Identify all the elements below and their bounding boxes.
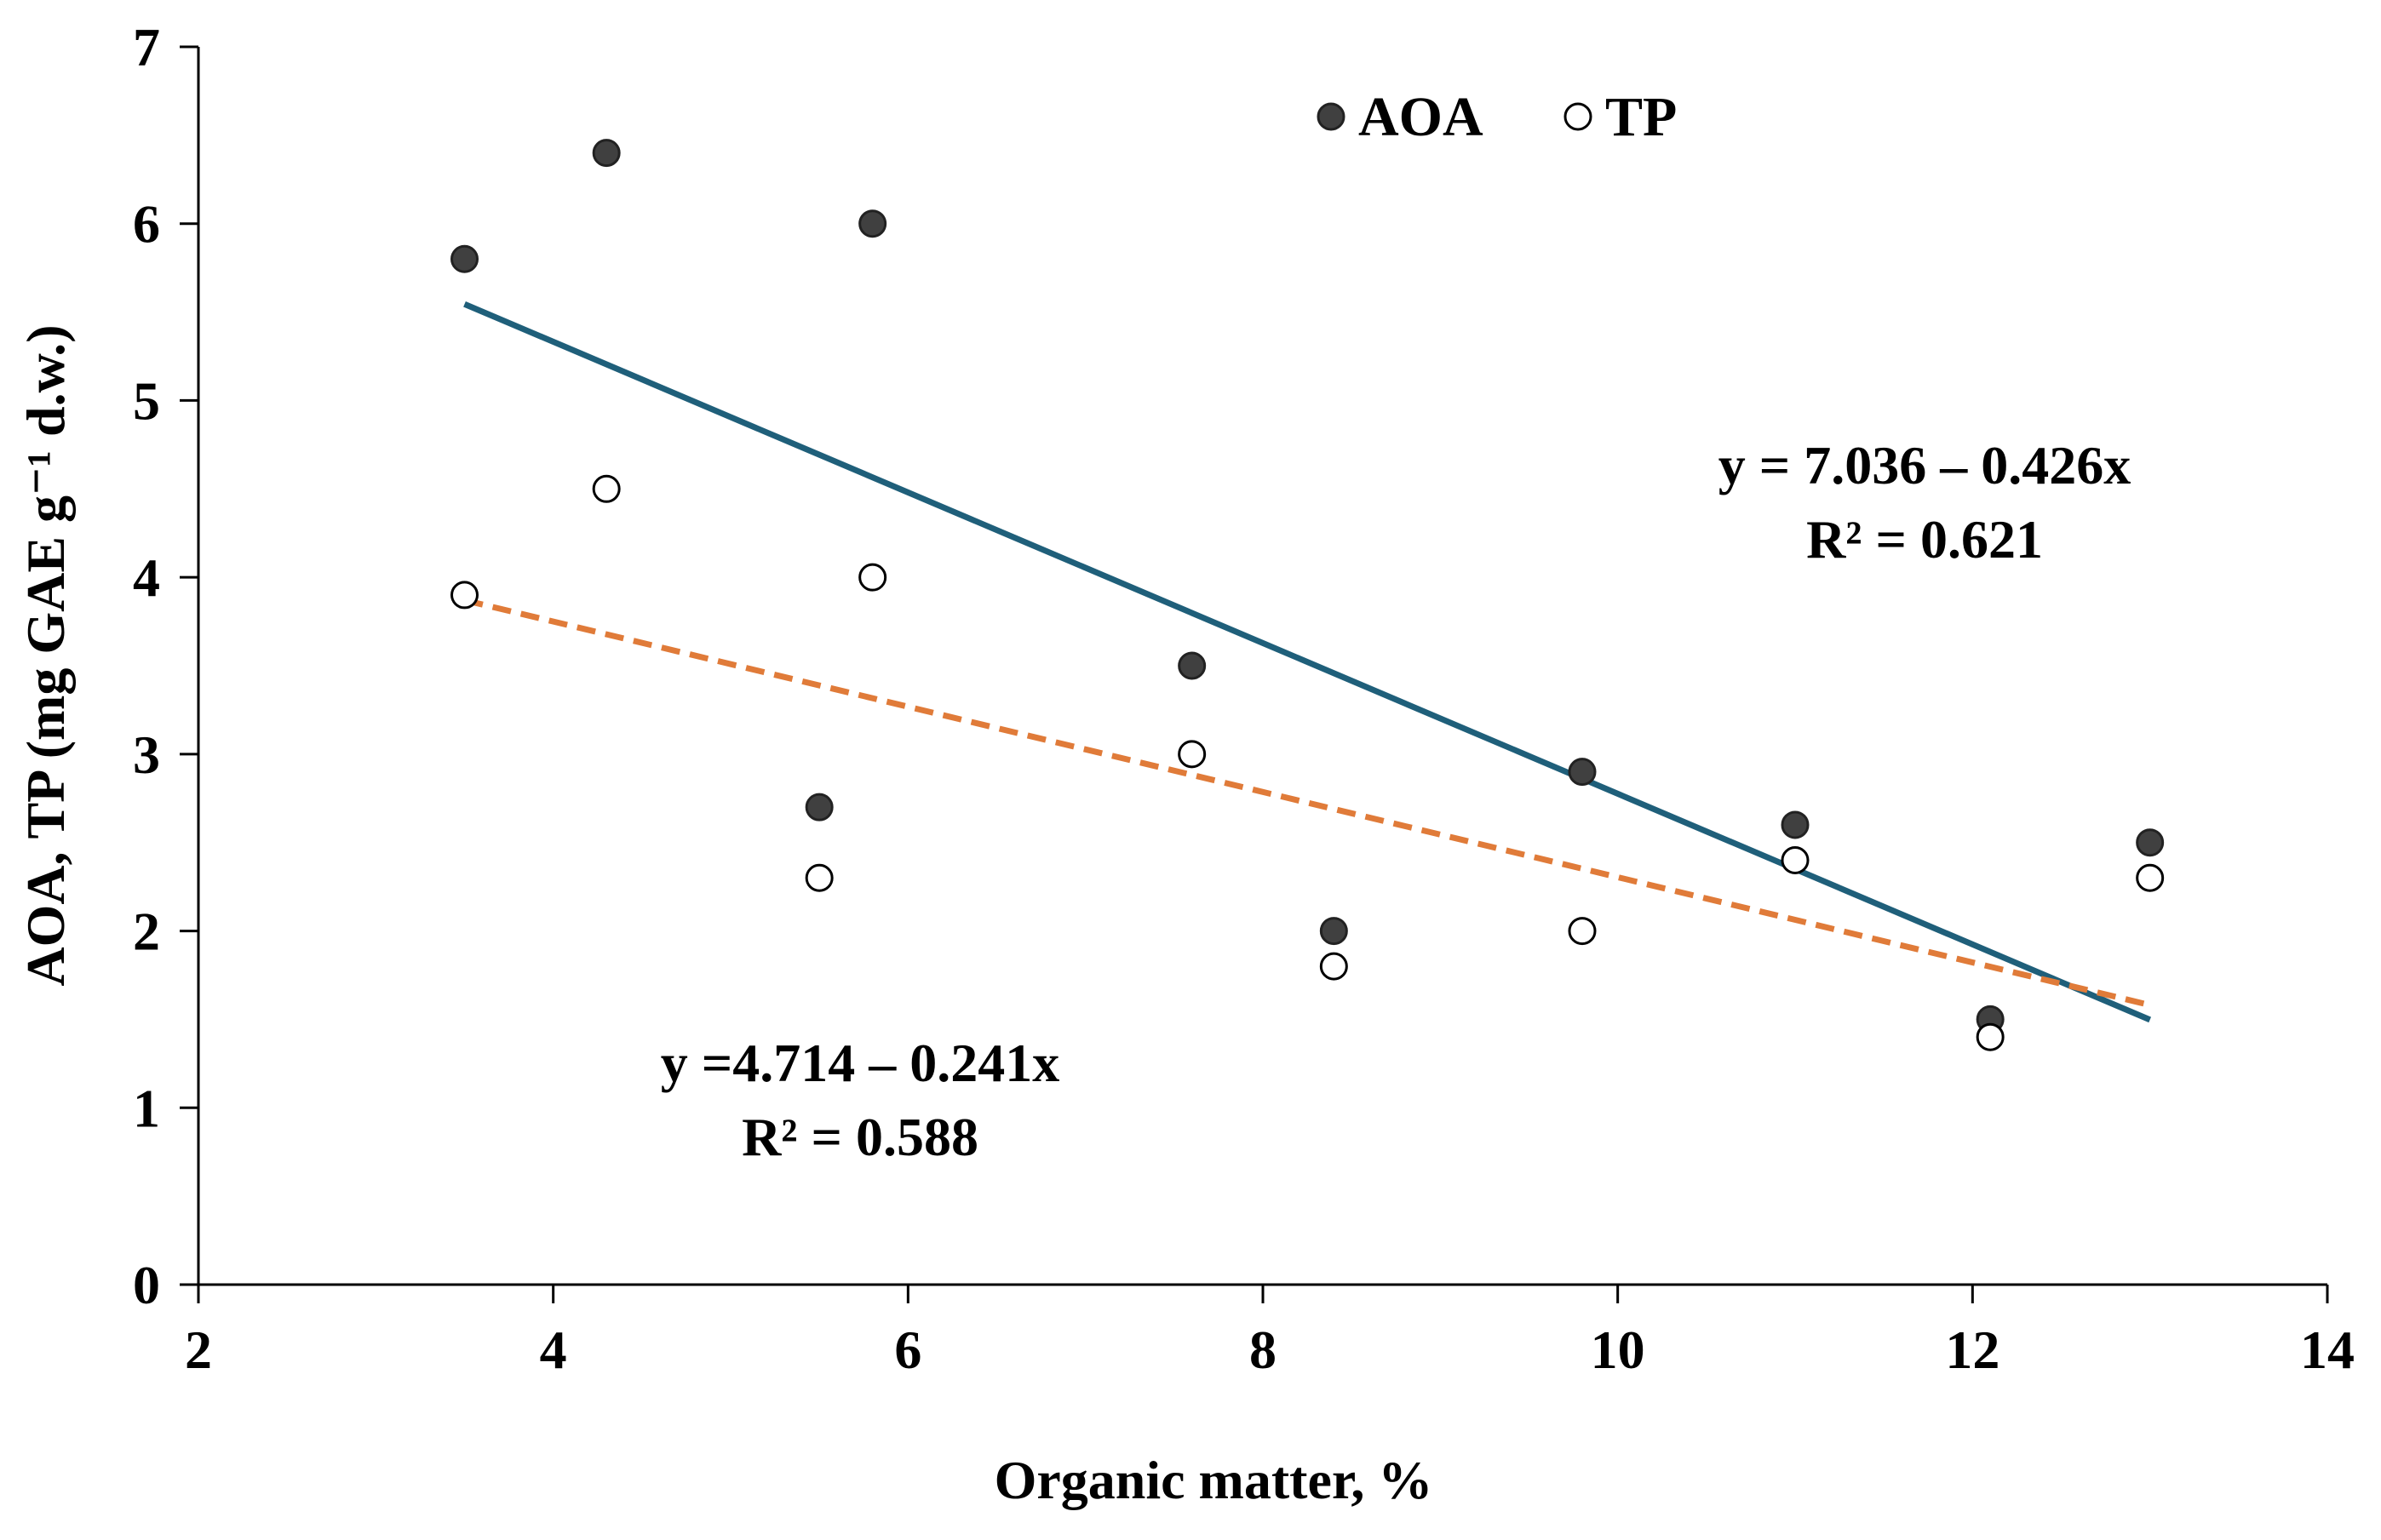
y-axis-title: AOA, TP (mg GAE g⁻¹ d.w.) (15, 324, 76, 986)
y-axis-ticks: 0 1 2 3 4 5 6 7 (133, 17, 198, 1315)
y-tick-label: 5 (133, 370, 160, 431)
trendlines (463, 301, 2152, 1023)
x-tick-label: 10 (1591, 1320, 1645, 1380)
point-aoa (1781, 810, 1810, 839)
point-tp (1976, 1022, 2005, 1051)
tp-equation: y =4.714 – 0.241x (661, 1033, 1059, 1093)
x-tick-label: 2 (185, 1320, 212, 1380)
legend-label-tp: TP (1605, 86, 1677, 148)
aoa-equation-annotation: y = 7.036 – 0.426x R² = 0.621 (1718, 435, 2131, 570)
tp-r-squared: R² = 0.588 (742, 1107, 978, 1167)
point-aoa (805, 793, 834, 822)
legend-marker-tp (1563, 102, 1592, 131)
y-tick-label: 2 (133, 902, 160, 962)
x-tick-label: 8 (1249, 1320, 1277, 1380)
y-tick-label: 1 (133, 1078, 160, 1138)
x-tick-label: 6 (894, 1320, 921, 1380)
y-tick-label: 7 (133, 17, 160, 77)
point-tp (1178, 740, 1207, 769)
point-aoa (1568, 758, 1597, 787)
aoa-r-squared: R² = 0.621 (1806, 509, 2043, 570)
legend-marker-aoa (1317, 102, 1345, 131)
point-aoa (1178, 651, 1207, 680)
aoa-equation: y = 7.036 – 0.426x (1718, 435, 2131, 495)
point-tp (592, 474, 621, 503)
point-aoa (1319, 917, 1348, 946)
tp-equation-annotation: y =4.714 – 0.241x R² = 0.588 (661, 1033, 1059, 1167)
trendline-aoa (463, 301, 2152, 1023)
legend: AOA TP (1317, 86, 1677, 148)
y-tick-label: 3 (133, 724, 160, 785)
point-aoa (2136, 828, 2165, 857)
point-aoa (450, 244, 479, 273)
point-tp (2136, 863, 2165, 892)
data-points (450, 139, 2165, 1051)
point-tp (1319, 952, 1348, 981)
y-tick-label: 0 (133, 1255, 160, 1315)
y-tick-label: 6 (133, 194, 160, 255)
point-tp (450, 581, 479, 610)
x-tick-label: 12 (1945, 1320, 1999, 1380)
x-axis-title: Organic matter, % (995, 1450, 1433, 1510)
point-tp (805, 863, 834, 892)
axes (197, 47, 2327, 1286)
point-tp (858, 563, 887, 592)
point-aoa (592, 139, 621, 168)
point-tp (1781, 845, 1810, 874)
x-tick-label: 4 (540, 1320, 567, 1380)
point-aoa (858, 209, 887, 238)
x-axis-ticks: 2 4 6 8 10 12 14 (185, 1285, 2355, 1380)
point-tp (1568, 917, 1597, 946)
y-tick-label: 4 (133, 547, 160, 608)
legend-label-aoa: AOA (1358, 86, 1483, 148)
x-tick-label: 14 (2300, 1320, 2355, 1380)
